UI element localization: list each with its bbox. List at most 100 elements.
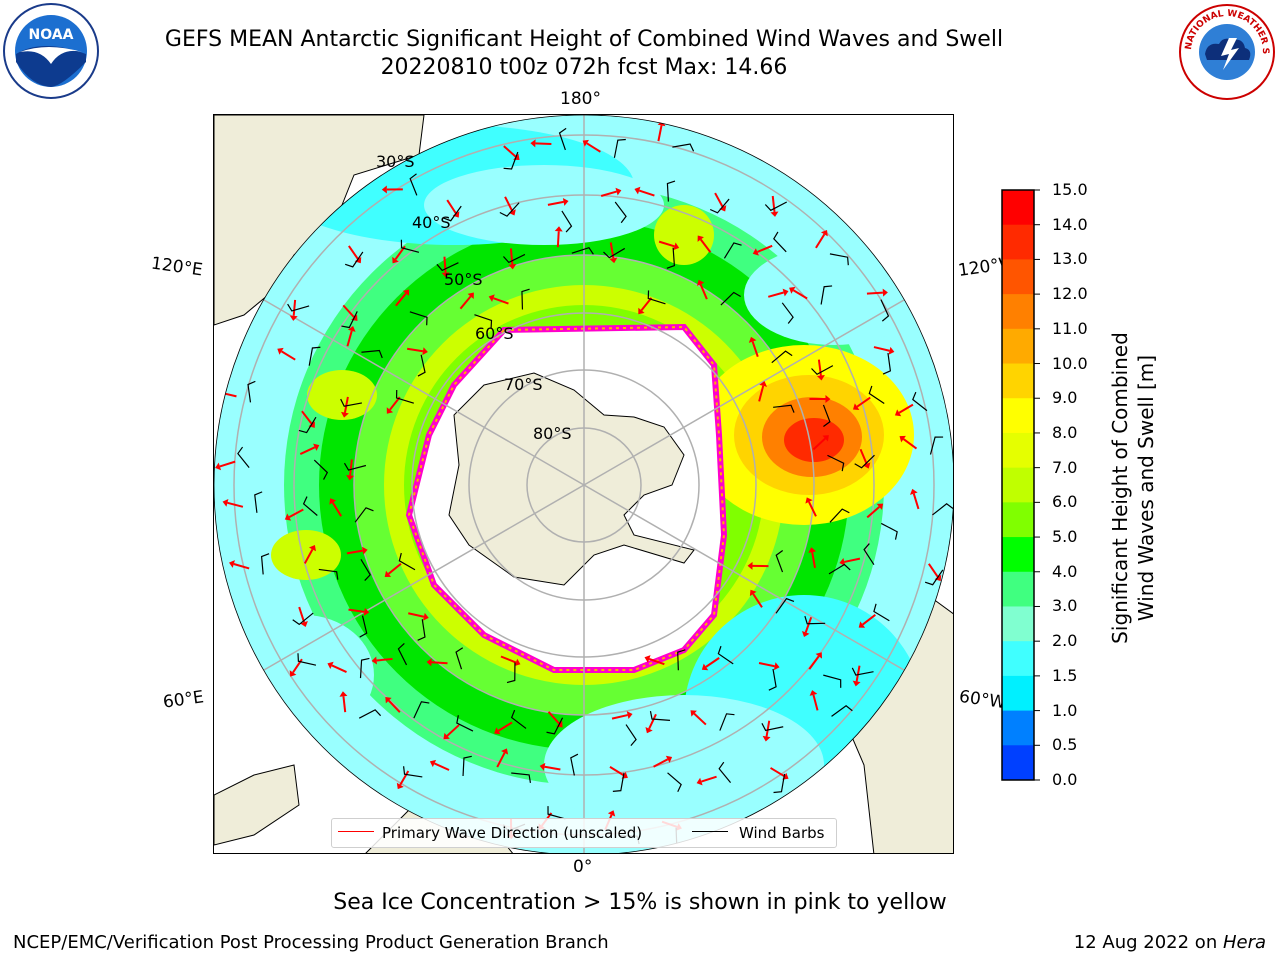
wind-barb — [612, 772, 625, 792]
wave-arrow — [500, 655, 517, 664]
wind-barb — [718, 761, 732, 784]
wind-barb — [302, 496, 318, 516]
wave-arrow — [648, 713, 657, 730]
colorbar-title: Significant Height of Combined Wind Wave… — [1108, 332, 1158, 644]
colorbar-tick-label: 6.0 — [1052, 492, 1078, 512]
wave-arrow-head — [381, 185, 387, 194]
wave-arrow — [349, 459, 353, 476]
wind-barb — [360, 559, 371, 581]
wind-barb — [546, 717, 564, 735]
wave-arrow — [751, 341, 759, 358]
wind-barb — [247, 380, 256, 403]
wave-arrow — [792, 289, 808, 300]
wind-barb — [354, 507, 374, 523]
wave-arrow-head — [339, 691, 348, 697]
wind-barb — [506, 662, 516, 684]
wave-arrow — [281, 350, 296, 361]
wave-arrow-head — [759, 381, 768, 387]
wave-arrow — [757, 244, 773, 253]
wind-barb — [298, 416, 317, 434]
nws-logo: NATIONAL WEATHER SERVICE — [1174, 0, 1277, 102]
wave-arrow — [640, 297, 653, 311]
wind-barb — [880, 299, 890, 322]
wave-arrow-head — [215, 462, 222, 471]
wave-arrow — [714, 192, 724, 208]
wave-arrow — [804, 616, 813, 633]
wave-arrow — [459, 295, 472, 310]
wave-arrow — [638, 189, 655, 197]
wind-barb — [417, 619, 426, 641]
wind-barb — [775, 550, 784, 573]
lon-label-120e: 120°E — [149, 253, 204, 281]
wave-arrow-head — [346, 474, 355, 481]
wave-arrow — [547, 200, 564, 206]
wind-barb — [828, 563, 851, 575]
wave-arrow-head — [638, 307, 645, 315]
barb-legend-line — [692, 831, 728, 832]
wave-arrow-head — [422, 347, 428, 356]
wave-arrow-head — [634, 186, 641, 195]
wave-arrow — [758, 385, 765, 402]
wave-arrow — [693, 712, 707, 726]
wind-barb — [717, 645, 734, 665]
lat-label-60s: 60°S — [475, 324, 514, 343]
wave-arrow — [699, 238, 712, 253]
wind-barb — [761, 723, 784, 732]
wave-arrow — [600, 190, 617, 197]
wind-barb — [647, 290, 666, 305]
wave-arrow — [342, 696, 347, 713]
wave-arrow-head — [909, 488, 918, 495]
wave-arrow — [376, 657, 393, 662]
wave-arrow — [219, 460, 236, 468]
wave-arrow-head — [876, 503, 884, 510]
wave-arrow-head — [690, 710, 697, 717]
wind-barb — [318, 568, 339, 580]
wave-arrow — [504, 196, 514, 212]
noaa-logo-text: NOAA — [29, 27, 74, 43]
wave-arrow — [844, 557, 861, 563]
colorbar-band — [1002, 363, 1034, 399]
wave-arrow-head — [554, 226, 563, 232]
wave-arrow — [348, 608, 365, 613]
wave-arrow — [288, 508, 304, 518]
wind-barb — [287, 303, 310, 312]
footer-date: 12 Aug 2022 on Hera — [1074, 932, 1266, 953]
wave-arrow — [497, 721, 513, 732]
wind-barb — [677, 649, 686, 671]
wave-arrow — [808, 655, 820, 670]
colorbar-band — [1002, 571, 1034, 607]
wave-arrow — [770, 767, 785, 778]
wave-arrow — [705, 657, 720, 668]
wind-barb — [313, 459, 329, 480]
wave-arrow-head — [386, 407, 394, 414]
wind-barb — [361, 349, 383, 359]
wave-arrow-head — [701, 663, 709, 671]
wind-barb — [851, 667, 874, 676]
wave-arrow-head — [815, 652, 823, 659]
wave-arrow — [408, 612, 425, 618]
wind-barb — [666, 180, 676, 202]
colorbar-tick-label: 4.0 — [1052, 561, 1078, 581]
wave-arrow-head — [645, 727, 653, 734]
wind-barb — [873, 603, 890, 622]
wave-arrow-head — [423, 612, 429, 621]
wind-barb — [649, 711, 671, 721]
wave-arrow — [348, 245, 359, 260]
wind-barb — [571, 246, 594, 255]
wind-barb — [775, 597, 795, 614]
wind-barb — [397, 643, 408, 666]
wave-arrow-head — [530, 139, 536, 148]
wind-barb — [521, 288, 530, 310]
wave-arrow — [873, 346, 890, 352]
chart-title: GEFS MEAN Antarctic Significant Height o… — [164, 27, 1004, 52]
wave-arrow — [767, 291, 784, 298]
chart-subtitle: 20220810 t00z 072h fcst Max: 14.66 — [380, 55, 788, 80]
wind-barb — [409, 173, 418, 196]
wind-barb — [499, 202, 520, 217]
wave-arrow-head — [229, 560, 235, 568]
wave-arrow-head — [747, 561, 753, 570]
colorbar-tick-label: 11.0 — [1052, 318, 1088, 338]
wind-barb — [502, 253, 526, 264]
colorbar-band — [1002, 675, 1034, 712]
wind-barb — [666, 247, 676, 269]
